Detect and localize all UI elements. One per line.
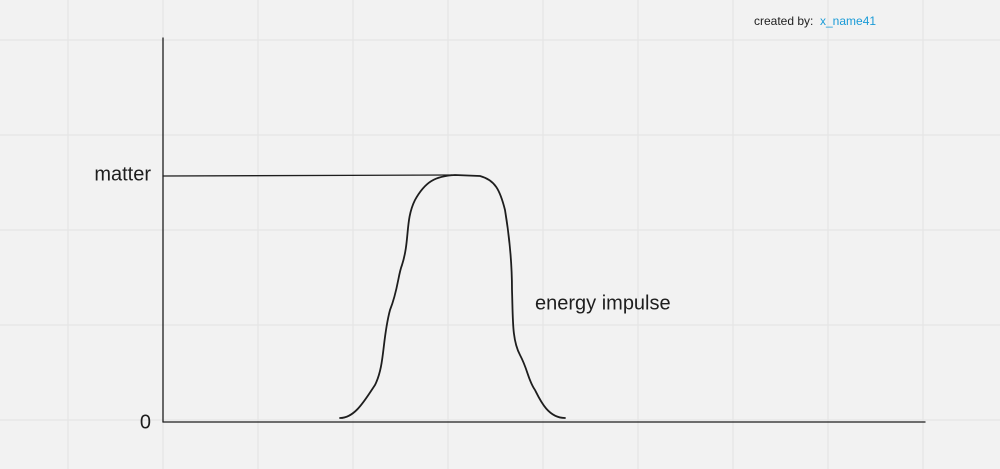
- matter-label: matter: [94, 163, 151, 185]
- curve-label: energy impulse: [535, 292, 671, 314]
- zero-label: 0: [140, 411, 151, 433]
- credit-label: created by:: [754, 14, 813, 28]
- impulse-curve: [339, 174, 566, 419]
- matter-level-line: [162, 174, 453, 177]
- credit-author: x_name41: [820, 14, 876, 28]
- drawing: [162, 37, 926, 423]
